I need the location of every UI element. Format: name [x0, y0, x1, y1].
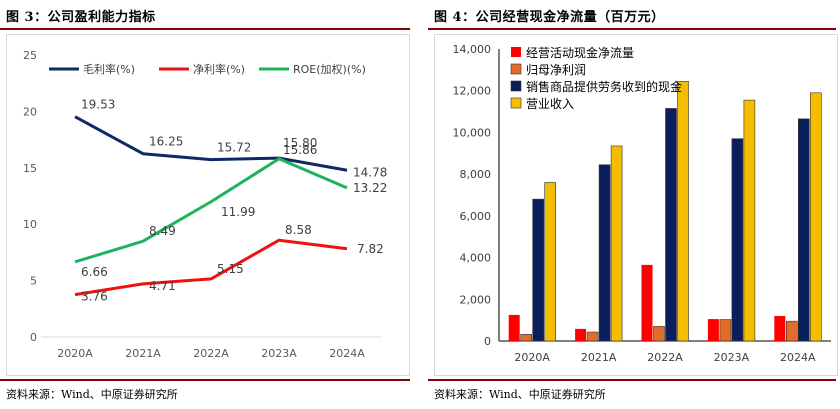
figure-4-source: 资料来源：Wind、中原证券研究所 [434, 388, 606, 401]
y-tick-label: 10,000 [453, 126, 492, 139]
y-tick-label: 20 [23, 105, 37, 118]
bar [610, 145, 623, 342]
source-rule [0, 379, 410, 381]
x-tick-label: 2023A [261, 347, 297, 360]
bar [719, 319, 732, 342]
bar [743, 99, 756, 342]
y-tick-label: 12,000 [453, 85, 492, 98]
y-tick-label: 14,000 [453, 43, 492, 56]
data-label: 8.49 [149, 224, 176, 238]
y-tick-label: 15 [23, 162, 37, 175]
bar [532, 198, 544, 342]
bar-chart-frame: 0 2,000 4,000 6,000 8,000 10,000 12,000 14,000 2… [434, 34, 838, 376]
x-tick-label: 2022A [193, 347, 229, 360]
title-rule [0, 28, 410, 30]
x-tick-label: 2024A [780, 351, 816, 364]
bar [665, 108, 677, 342]
data-label: 16.25 [149, 135, 183, 149]
series-line [74, 238, 348, 297]
bar [774, 315, 786, 341]
x-tick-label: 2021A [581, 351, 617, 364]
bar [785, 320, 798, 342]
series-line [74, 157, 348, 264]
data-label: 15.72 [217, 141, 251, 155]
x-tick-label: 2023A [714, 351, 750, 364]
figure-4-title: 图 4：公司经营现金净流量（百万元） [434, 10, 665, 25]
legend-label: 净利率(%) [193, 62, 245, 76]
series-line [74, 115, 348, 172]
x-tick-label: 2021A [125, 347, 161, 360]
bar [809, 92, 822, 342]
bar [598, 164, 611, 342]
legend-label: 营业收入 [526, 97, 574, 111]
data-label: 5.15 [217, 262, 244, 276]
data-label: 3.76 [81, 290, 108, 304]
data-label: 8.58 [285, 223, 312, 237]
data-label: 13.22 [353, 181, 387, 195]
y-tick-label: 0 [484, 335, 491, 348]
bar [520, 334, 532, 342]
legend-label: 归母净利润 [526, 63, 586, 77]
y-tick-label: 8,000 [460, 168, 492, 181]
line-chart-frame: 0 5 10 15 20 25 2020A 2021A 2022A 2023A 2024A 毛利率(%… [6, 34, 410, 376]
y-tick-label: 5 [30, 275, 37, 288]
legend-swatch [510, 63, 522, 75]
y-tick-label: 0 [30, 331, 37, 344]
bar [586, 331, 599, 342]
profitability-line-chart: 0 5 10 15 20 25 2020A 2021A 2022A 2023A 2024A 毛利率(%… [23, 49, 387, 360]
data-label: 14.78 [353, 165, 387, 179]
bar [797, 118, 810, 342]
data-label: 15.80 [283, 136, 317, 150]
left-panel: 图 3：公司盈利能力指标 0 5 10 15 20 25 2020A 2021A 2022A 20… [0, 0, 414, 409]
data-label: 6.66 [81, 265, 108, 279]
y-tick-label: 6,000 [460, 210, 492, 223]
figure-3-title: 图 3：公司盈利能力指标 [6, 10, 156, 25]
bar [731, 138, 744, 342]
legend-label: 毛利率(%) [83, 62, 135, 76]
y-tick-label: 10 [23, 218, 37, 231]
legend-label: 经营活动现金净流量 [526, 45, 634, 60]
source-rule [428, 379, 836, 381]
data-label: 19.53 [81, 98, 115, 112]
figure-3-source: 资料来源：Wind、中原证券研究所 [6, 388, 178, 401]
bar [707, 319, 719, 341]
bar [641, 264, 653, 341]
x-tick-label: 2024A [329, 347, 365, 360]
legend-label: 销售商品提供劳务收到的现金 [526, 79, 682, 94]
data-label: 15.86 [283, 143, 317, 157]
data-label: 7.82 [357, 242, 384, 256]
bar [575, 328, 587, 341]
bar [508, 314, 520, 341]
data-label: 4.71 [149, 279, 176, 293]
legend-label: ROE(加权)(%) [293, 63, 366, 76]
y-tick-label: 25 [23, 49, 37, 62]
legend-swatch [510, 97, 522, 109]
bar [544, 182, 556, 342]
bar [653, 326, 665, 342]
y-tick-label: 4,000 [460, 252, 492, 265]
cashflow-bar-chart: 0 2,000 4,000 6,000 8,000 10,000 12,000 14,000 2… [453, 43, 831, 364]
bar [677, 81, 689, 342]
x-tick-label: 2020A [57, 347, 93, 360]
legend-swatch [511, 47, 521, 57]
title-rule [428, 28, 836, 30]
data-label: 11.99 [221, 205, 255, 219]
legend-swatch [510, 80, 522, 92]
right-panel: 图 4：公司经营现金净流量（百万元） 0 2,000 4,000 6,000 8,000… [428, 0, 840, 409]
x-tick-label: 2020A [514, 351, 550, 364]
y-tick-label: 2,000 [460, 293, 492, 306]
x-tick-label: 2022A [647, 351, 683, 364]
